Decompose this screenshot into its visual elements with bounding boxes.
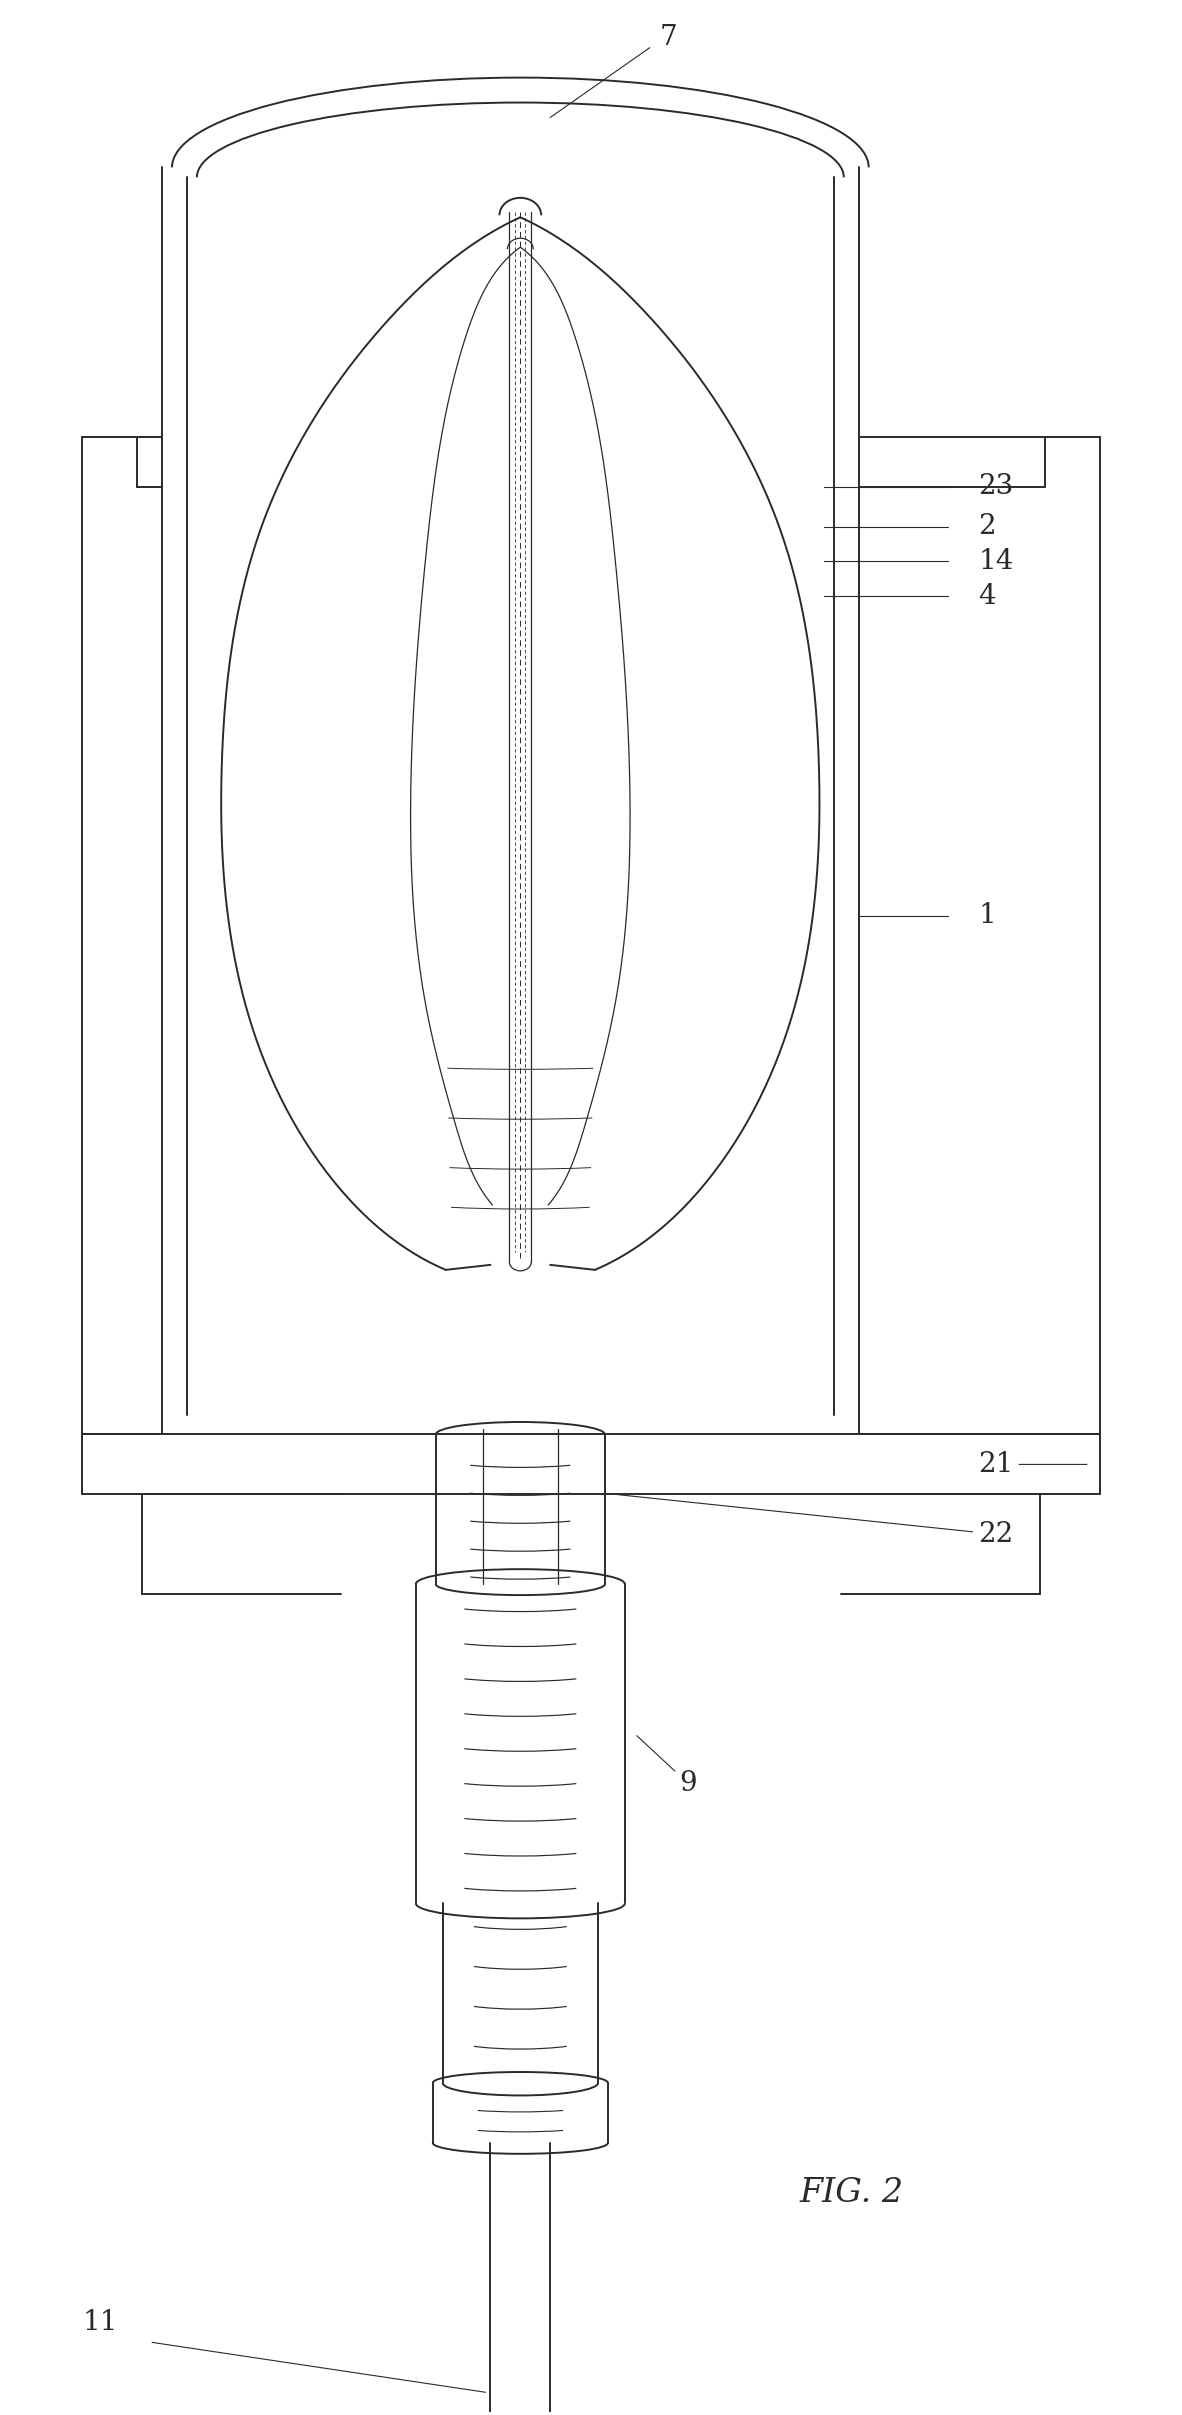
Text: 9: 9	[637, 1736, 697, 1797]
Text: 22: 22	[618, 1495, 1013, 1548]
Text: FIG. 2: FIG. 2	[799, 2176, 903, 2210]
Text: 14: 14	[979, 548, 1013, 575]
Text: 7: 7	[660, 24, 677, 51]
Text: 1: 1	[979, 903, 996, 930]
Text: 11: 11	[83, 2309, 118, 2335]
Text: 23: 23	[979, 473, 1013, 500]
Text: 4: 4	[979, 582, 995, 611]
Text: 21: 21	[979, 1451, 1087, 1478]
Text: 2: 2	[979, 512, 995, 541]
